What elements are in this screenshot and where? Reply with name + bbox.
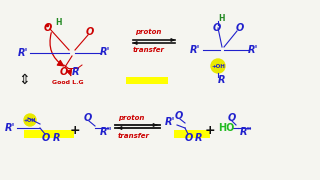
Text: O: O xyxy=(236,23,244,33)
Bar xyxy=(126,76,168,84)
Text: R': R' xyxy=(100,47,110,57)
Text: R': R' xyxy=(18,48,28,58)
Text: R': R' xyxy=(165,117,175,127)
Text: O: O xyxy=(84,113,92,123)
Text: +: + xyxy=(70,123,81,136)
Text: O: O xyxy=(185,133,193,143)
Text: H: H xyxy=(55,17,61,26)
Text: R: R xyxy=(195,133,203,143)
Text: +: + xyxy=(205,123,216,136)
Text: proton: proton xyxy=(135,29,161,35)
Text: R": R" xyxy=(100,127,113,137)
Text: O: O xyxy=(228,113,236,123)
Text: +OH: +OH xyxy=(24,118,36,123)
Text: O: O xyxy=(44,23,52,33)
Bar xyxy=(24,130,74,138)
Text: R": R" xyxy=(240,127,252,137)
Text: O: O xyxy=(213,23,221,33)
Text: Good L.G: Good L.G xyxy=(52,80,84,84)
Text: R: R xyxy=(218,75,226,85)
Text: R': R' xyxy=(190,45,201,55)
Text: R': R' xyxy=(5,123,15,133)
Text: proton: proton xyxy=(118,115,144,121)
Text: O: O xyxy=(175,111,183,121)
Circle shape xyxy=(211,59,225,73)
Circle shape xyxy=(24,114,36,126)
Text: HO: HO xyxy=(218,123,234,133)
Text: ⇕: ⇕ xyxy=(18,73,30,87)
Text: O: O xyxy=(42,133,50,143)
Text: O: O xyxy=(86,27,94,37)
Text: +OH: +OH xyxy=(211,64,225,69)
Text: transfer: transfer xyxy=(118,133,150,139)
Text: R: R xyxy=(53,133,60,143)
Text: transfer: transfer xyxy=(133,47,165,53)
Text: R: R xyxy=(72,67,79,77)
Text: H: H xyxy=(218,14,225,22)
Bar xyxy=(174,130,210,138)
Text: O: O xyxy=(60,67,68,77)
Text: R': R' xyxy=(248,45,259,55)
